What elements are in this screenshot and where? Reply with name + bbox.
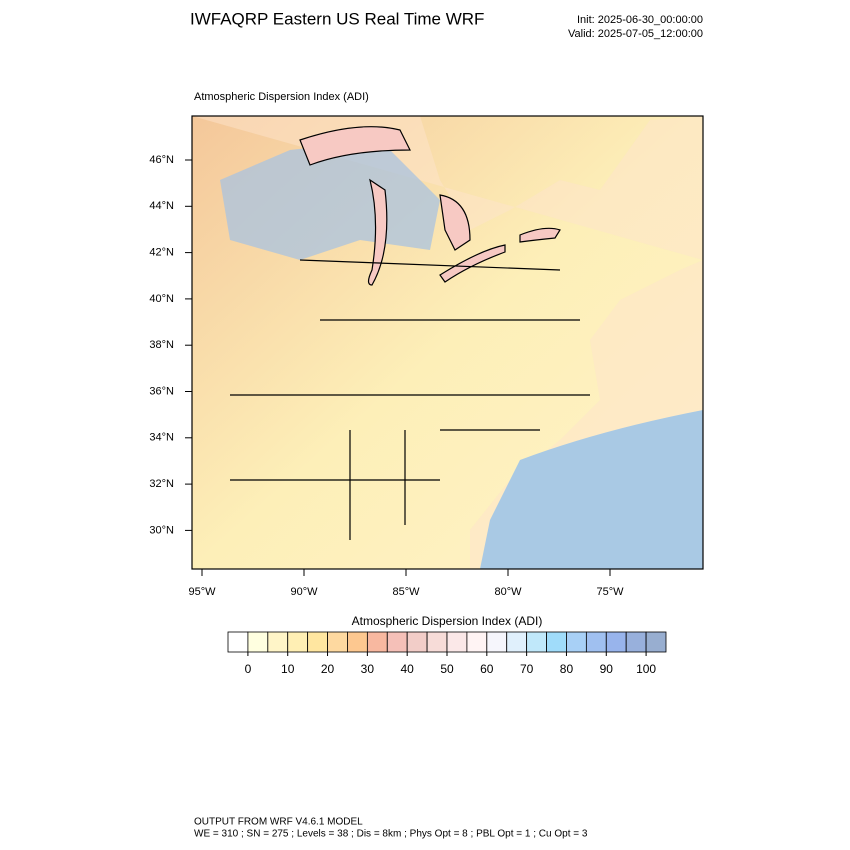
colorbar-tick-label: 90 <box>600 662 614 676</box>
lake-michigan <box>367 178 388 286</box>
lat-label: 36°N <box>149 385 174 397</box>
lat-label: 44°N <box>149 200 174 212</box>
colorbar-box <box>227 631 249 653</box>
valid-time: Valid: 2025-07-05_12:00:00 <box>568 28 703 40</box>
colorbar-tick-label: 0 <box>245 662 252 676</box>
colorbar-box <box>347 631 368 653</box>
colorbar-tick-label: 70 <box>520 662 534 676</box>
colorbar-box <box>267 631 289 653</box>
colorbar-box <box>645 631 667 653</box>
lat-label: 42°N <box>149 247 174 259</box>
footer-line-2: WE = 310 ; SN = 275 ; Levels = 38 ; Dis … <box>194 829 588 840</box>
colorbar-tick-label: 30 <box>361 662 375 676</box>
lon-label: 75°W <box>596 586 624 598</box>
lat-label: 30°N <box>149 524 174 536</box>
colorbar-box <box>406 631 428 653</box>
lake-ontario <box>519 227 561 243</box>
colorbar-box <box>585 631 607 653</box>
colorbar-tick-label: 40 <box>401 662 415 676</box>
colorbar-box <box>307 631 328 653</box>
colorbar-box <box>526 631 547 653</box>
atlantic <box>480 410 703 569</box>
footer-line-1: OUTPUT FROM WRF V4.6.1 MODEL <box>194 817 363 828</box>
lon-label: 80°W <box>494 586 522 598</box>
colorbar-box <box>506 631 528 653</box>
colorbar-box <box>466 631 488 653</box>
lon-label: 95°W <box>188 586 216 598</box>
lat-labels: 46°N 44°N 42°N 40°N 38°N 36°N 34°N 32°N 30°N <box>149 154 192 536</box>
lat-label: 46°N <box>149 154 174 166</box>
colorbar-box <box>446 631 468 653</box>
colorbar-tick-label: 10 <box>281 662 295 676</box>
lake-superior <box>299 126 411 166</box>
colorbar-tick-label: 100 <box>636 662 656 676</box>
state-borders <box>230 259 590 540</box>
colorbar-tick-label: 50 <box>440 662 454 676</box>
colorbar-box <box>366 631 388 653</box>
lake-erie <box>439 244 506 283</box>
map-frame <box>191 115 704 570</box>
colorbar-tick-label: 20 <box>321 662 335 676</box>
map-subtitle: Atmospheric Dispersion Index (ADI) <box>194 91 369 103</box>
lat-label: 38°N <box>149 339 174 351</box>
colorbar-box <box>566 631 587 653</box>
lon-label: 85°W <box>392 586 420 598</box>
colorbar: 0 10 20 30 40 50 60 70 80 90 100 <box>227 631 667 676</box>
lon-labels: 95°W 90°W 85°W 80°W 75°W <box>188 569 624 598</box>
colorbar-box <box>546 631 567 653</box>
title: IWFAQRP Eastern US Real Time WRF <box>190 9 484 28</box>
colorbar-box <box>625 631 647 653</box>
colorbar-box <box>605 631 627 653</box>
colorbar-box <box>486 631 508 653</box>
map <box>191 115 704 570</box>
lon-label: 90°W <box>290 586 318 598</box>
colorbar-box <box>426 631 448 653</box>
colorbar-tick-label: 80 <box>560 662 574 676</box>
colorbar-box <box>287 631 309 653</box>
colorbar-tick-label: 60 <box>480 662 494 676</box>
init-time: Init: 2025-06-30_00:00:00 <box>577 14 703 26</box>
lat-label: 32°N <box>149 478 174 490</box>
lat-label: 34°N <box>149 432 174 444</box>
colorbar-title: Atmospheric Dispersion Index (ADI) <box>352 614 543 628</box>
lake-huron <box>439 194 471 251</box>
lat-label: 40°N <box>149 293 174 305</box>
colorbar-box <box>386 631 408 653</box>
colorbar-box <box>247 631 269 653</box>
colorbar-box <box>327 631 348 653</box>
